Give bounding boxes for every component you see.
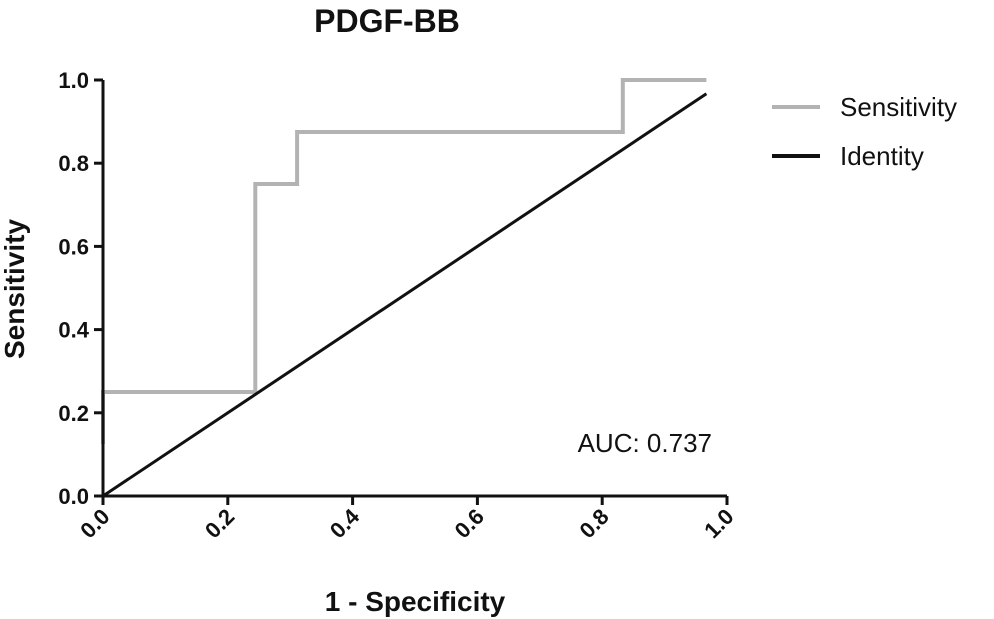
series-line-sensitivity (101, 78, 707, 444)
x-tick-label: 0.0 (75, 504, 114, 543)
x-tick-label: 0.4 (325, 503, 365, 543)
y-tick-label: 0.6 (58, 234, 89, 259)
legend-label-sensitivity: Sensitivity (840, 92, 957, 122)
y-ticks: 0.0 0.2 0.4 0.6 0.8 1.0 (58, 68, 103, 509)
legend: Sensitivity Identity (772, 92, 957, 171)
x-tick-label: 0.6 (450, 504, 489, 543)
x-tick-label: 1.0 (699, 504, 738, 543)
axes (101, 80, 727, 498)
y-tick-label: 1.0 (58, 68, 89, 93)
y-axis-label: Sensitivity (0, 219, 30, 359)
chart-title: PDGF-BB (314, 3, 460, 39)
auc-annotation: AUC: 0.737 (578, 428, 712, 458)
x-tick-label: 0.8 (574, 504, 613, 543)
x-axis-label: 1 - Specificity (325, 586, 506, 617)
y-tick-label: 0.2 (58, 401, 89, 426)
y-tick-label: 0.0 (58, 484, 89, 509)
y-tick-label: 0.4 (58, 318, 89, 343)
x-tick-label: 0.2 (200, 504, 239, 543)
legend-label-identity: Identity (840, 141, 924, 171)
x-ticks: 0.0 0.2 0.4 0.6 0.8 1.0 (75, 496, 739, 543)
series-line-identity (102, 92, 708, 498)
plot-lines (101, 78, 708, 498)
y-tick-label: 0.8 (58, 151, 89, 176)
